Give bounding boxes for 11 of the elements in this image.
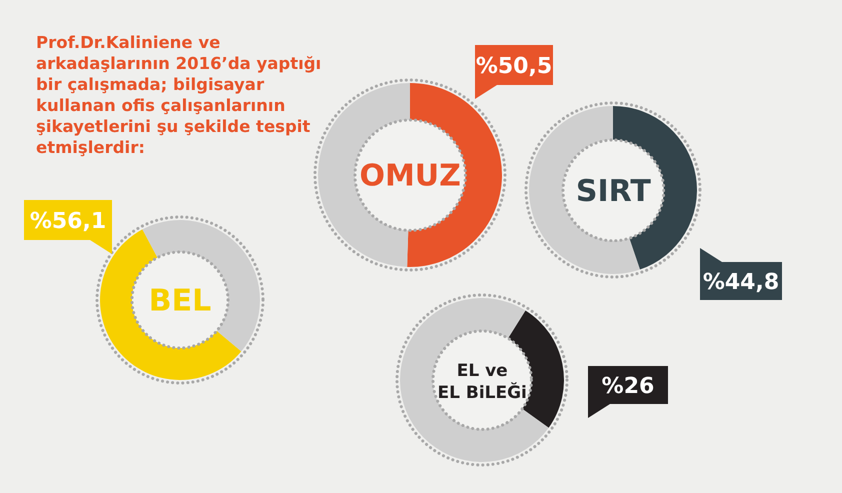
donut-slice [400,298,549,462]
text: Prof.Dr.Kaliniene ve arkadaşlarının 2016’da yaptığı bir çalışmada; bilgisayar kullanan ofis çalışanlarının şikayetlerini şu şekilde tespit etmişlerdir: [36,32,322,158]
data-label: %26 [602,374,654,399]
data-label: %44,8 [702,270,780,295]
data-label: %50,5 [476,54,552,79]
text: OMUZ [359,158,461,194]
text: BEL [148,284,212,318]
donut-slice [142,220,260,352]
text: EL ve EL BiLEĞi [437,360,527,403]
text: SIRT [575,173,652,208]
data-label: %56,1 [30,209,106,234]
